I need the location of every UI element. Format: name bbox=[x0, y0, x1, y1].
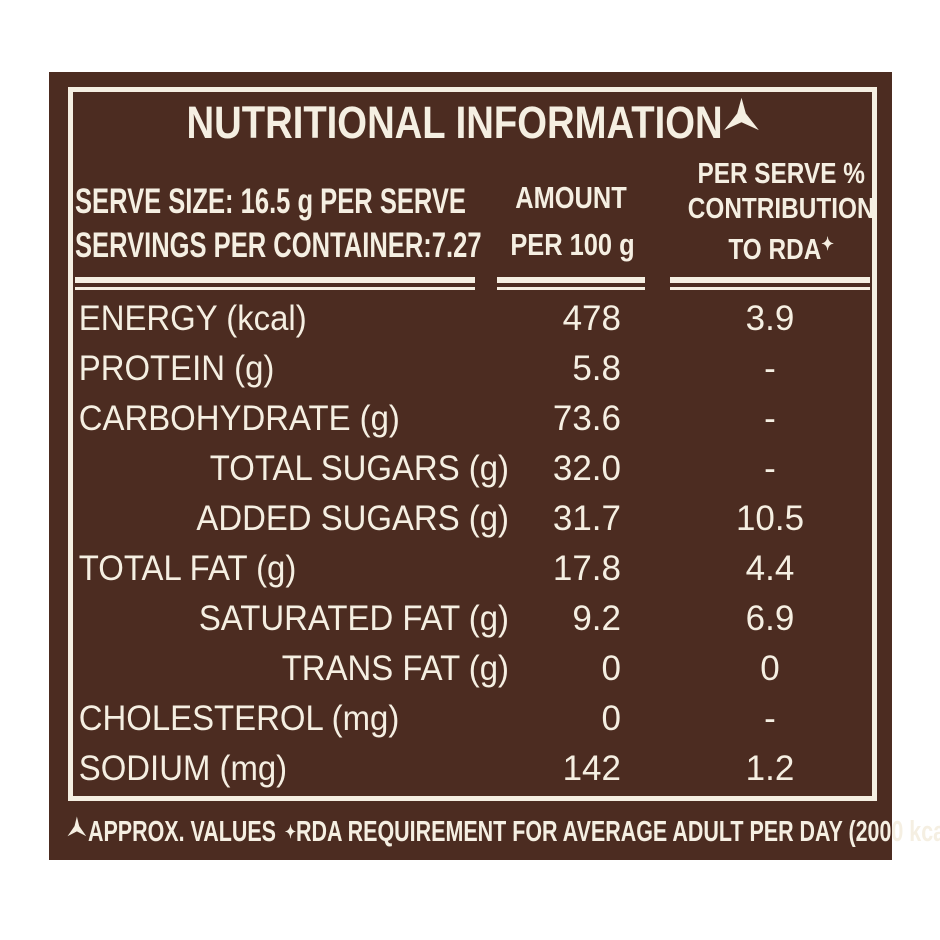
nutrition-table-border: NUTRITIONAL INFORMATION SERVE SIZE: 16.5… bbox=[68, 87, 877, 801]
table-row-protein: PROTEIN (g) 5.8 - bbox=[73, 344, 872, 394]
separator-rda-column bbox=[670, 277, 870, 290]
nutrient-amount: 5.8 bbox=[572, 349, 621, 388]
separator-label-column bbox=[75, 277, 475, 290]
table-row-saturated-fat: SATURATED FAT (g) 9.2 6.9 bbox=[73, 594, 872, 644]
nutrient-rows: ENERGY (kcal) 478 3.9 PROTEIN (g) 5.8 - … bbox=[73, 294, 872, 794]
header-separator bbox=[73, 277, 872, 290]
nutrient-name: PROTEIN (g) bbox=[78, 349, 275, 388]
nutrient-amount: 17.8 bbox=[552, 549, 621, 588]
nutrient-rda: - bbox=[764, 699, 776, 738]
nutrient-rda: 6.9 bbox=[745, 599, 795, 638]
nutrient-name: SODIUM (mg) bbox=[78, 749, 288, 788]
nutrient-rda: 3.9 bbox=[745, 299, 795, 338]
table-row-sodium: SODIUM (mg) 142 1.2 bbox=[73, 744, 872, 794]
nutrient-name: TOTAL FAT (g) bbox=[78, 549, 297, 588]
servings-per-container-line: SERVINGS PER CONTAINER:7.27 bbox=[75, 226, 482, 265]
separator-amount-column bbox=[497, 277, 645, 290]
title-row: NUTRITIONAL INFORMATION bbox=[73, 96, 872, 150]
approx-values-star-icon bbox=[67, 816, 87, 837]
nutrient-rda: 4.4 bbox=[745, 549, 795, 588]
four-pointed-star-icon: ✦ bbox=[821, 234, 834, 254]
footnote-approx-text: APPROX. VALUES bbox=[87, 815, 276, 848]
page-title: NUTRITIONAL INFORMATION bbox=[186, 97, 723, 148]
nutrient-amount: 142 bbox=[562, 749, 621, 788]
four-pointed-star-icon: ✦ bbox=[284, 821, 297, 842]
nutrient-name: TRANS FAT (g) bbox=[281, 649, 509, 688]
nutrient-name: ADDED SUGARS (g) bbox=[196, 499, 509, 538]
nutrition-panel: NUTRITIONAL INFORMATION SERVE SIZE: 16.5… bbox=[49, 72, 940, 860]
nutrient-rda: - bbox=[764, 449, 776, 488]
nutrient-rda: 0 bbox=[760, 649, 780, 688]
amount-column-header: AMOUNT PER 100 g bbox=[510, 180, 635, 262]
table-row-trans-fat: TRANS FAT (g) 0 0 bbox=[73, 644, 872, 694]
approx-values-star-icon bbox=[724, 97, 759, 131]
table-row-carbohydrate: CARBOHYDRATE (g) 73.6 - bbox=[73, 394, 872, 444]
nutrient-rda: 10.5 bbox=[735, 499, 805, 538]
nutrient-name: ENERGY (kcal) bbox=[78, 299, 307, 338]
nutrient-name: CHOLESTEROL (mg) bbox=[78, 699, 400, 738]
footnote-rda-text: RDA REQUIREMENT FOR AVERAGE ADULT PER DA… bbox=[296, 815, 940, 848]
serve-size-header: SERVE SIZE: 16.5 g PER SERVE SERVINGS PE… bbox=[75, 180, 482, 268]
nutrient-amount: 0 bbox=[601, 699, 621, 738]
nutrient-amount: 9.2 bbox=[572, 599, 621, 638]
nutrient-name: TOTAL SUGARS (g) bbox=[209, 449, 509, 488]
nutrient-amount: 31.7 bbox=[552, 499, 621, 538]
nutrient-name: CARBOHYDRATE (g) bbox=[78, 399, 400, 438]
table-header: SERVE SIZE: 16.5 g PER SERVE SERVINGS PE… bbox=[73, 152, 872, 268]
nutrient-rda: - bbox=[764, 399, 776, 438]
table-row-total-fat: TOTAL FAT (g) 17.8 4.4 bbox=[73, 544, 872, 594]
table-row-energy: ENERGY (kcal) 478 3.9 bbox=[73, 294, 872, 344]
nutrient-amount: 32.0 bbox=[552, 449, 621, 488]
nutrient-amount: 478 bbox=[562, 299, 621, 338]
nutrient-amount: 73.6 bbox=[552, 399, 621, 438]
nutrient-rda: - bbox=[764, 349, 776, 388]
table-row-total-sugars: TOTAL SUGARS (g) 32.0 - bbox=[73, 444, 872, 494]
rda-column-header: PER SERVE % CONTRIBUTION TO RDA✦ bbox=[687, 158, 875, 266]
table-row-cholesterol: CHOLESTEROL (mg) 0 - bbox=[73, 694, 872, 744]
table-row-added-sugars: ADDED SUGARS (g) 31.7 10.5 bbox=[73, 494, 872, 544]
nutrient-name: SATURATED FAT (g) bbox=[198, 599, 509, 638]
footnote: APPROX. VALUES ✦ RDA REQUIREMENT FOR AVE… bbox=[67, 804, 940, 860]
serve-size-line: SERVE SIZE: 16.5 g PER SERVE bbox=[75, 182, 466, 221]
nutrient-amount: 0 bbox=[601, 649, 621, 688]
nutrient-rda: 1.2 bbox=[745, 749, 795, 788]
